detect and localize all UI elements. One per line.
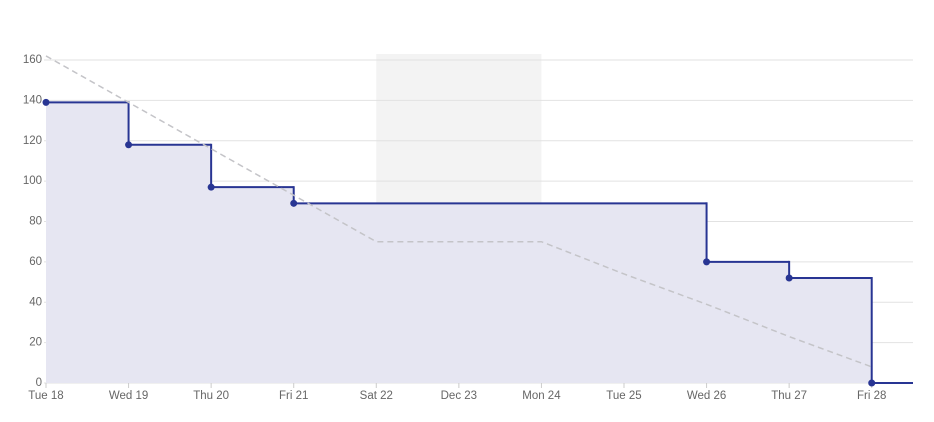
y-tick-label: 0 [36,377,42,389]
x-tick-label: Tue 18 [28,390,63,402]
point [868,379,876,387]
x-tick-label: Thu 20 [193,390,229,402]
x-tick-label: Fri 28 [857,390,886,402]
point [42,98,50,106]
remaining-area [46,102,913,384]
point [785,274,793,282]
x-tick-label: Sat 22 [360,390,393,402]
x-tick-label: Wed 19 [109,390,148,402]
point [125,141,133,149]
y-tick-label: 60 [29,256,42,268]
y-tick-label: 80 [29,216,42,228]
y-tick-label: 100 [23,175,42,187]
y-tick-label: 20 [29,337,42,349]
x-tick-label: Thu 27 [771,390,807,402]
point [703,258,711,266]
point [290,199,298,207]
y-tick-label: 40 [29,296,42,308]
x-tick-label: Wed 26 [687,390,726,402]
x-tick-label: Fri 21 [279,390,308,402]
x-tick-label: Tue 25 [606,390,641,402]
y-tick-label: 140 [23,94,42,106]
y-tick-label: 120 [23,135,42,147]
x-tick-label: Mon 24 [522,390,561,402]
x-tick-label: Dec 23 [441,390,477,402]
point [207,183,215,191]
ideal-line [45,55,872,368]
y-tick-label: 160 [23,54,42,66]
